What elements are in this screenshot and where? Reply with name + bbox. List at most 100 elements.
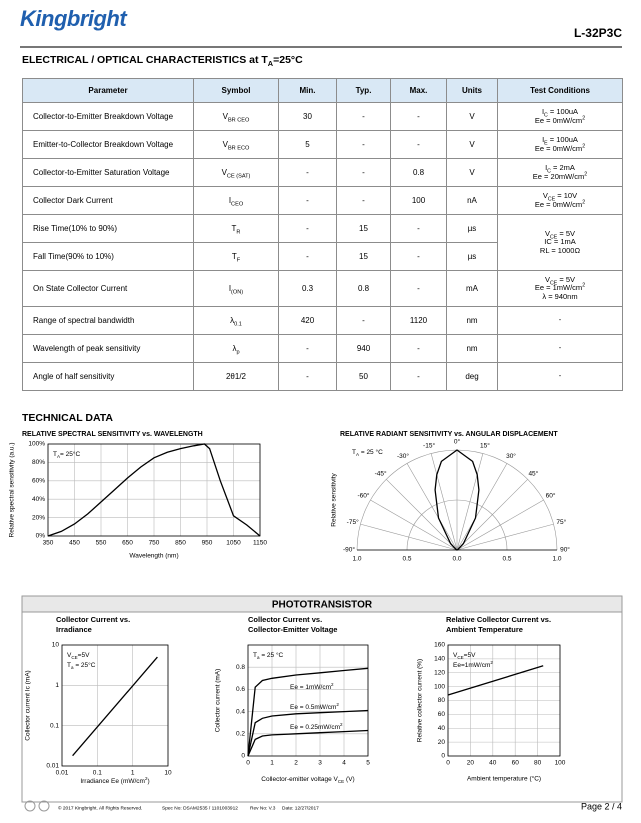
text-text: = 100uA — [547, 135, 578, 145]
text: Parameter — [88, 86, 128, 95]
text-sub: CEO — [231, 201, 244, 208]
text-text: = 25°C — [60, 450, 80, 458]
text-sup: 2 — [582, 199, 586, 205]
annotation: VCE=5V — [453, 652, 476, 660]
text: µs — [467, 224, 477, 233]
text-text: Ee = 20mW/cm — [532, 171, 585, 181]
radial-tick-label: 0.5 — [502, 556, 511, 563]
table-cell: IC = 2mA Ee = 20mW/cm2 — [497, 158, 623, 187]
text-text: Ee = 1mW/cm — [534, 283, 583, 293]
text: 0.8 — [412, 168, 425, 177]
radial-tick-label: 1.0 — [352, 556, 361, 563]
x-axis-label: Collector-emitter voltage VCE (V) — [261, 776, 354, 784]
angle-tick-label: 15° — [480, 441, 490, 449]
text: Rise Time(10% to 90%) — [33, 224, 118, 233]
y-tick-label: 0.8 — [236, 664, 245, 671]
x-tick-label: 650 — [122, 540, 133, 547]
text: Units — [462, 86, 482, 95]
grid-spoke — [456, 499, 544, 551]
text: 0.3 — [301, 284, 314, 293]
text: Min. — [299, 86, 316, 95]
text-text: I — [545, 163, 548, 173]
text: deg — [465, 372, 479, 381]
table-cell: - — [278, 158, 337, 187]
text-text: =5V — [78, 652, 90, 659]
angle-tick-label: 30° — [506, 452, 516, 460]
column-header: Max. — [390, 78, 447, 103]
x-axis-label: Irradiance Ee (mW/cm2) — [80, 776, 149, 785]
chart-title: Ambient Temperature — [446, 625, 523, 634]
radial-tick-label: 0.0 — [452, 556, 461, 563]
table-cell: - — [390, 270, 447, 307]
text: 940 — [356, 344, 371, 353]
text-text: V — [221, 168, 227, 177]
x-tick-label: 1050 — [226, 540, 241, 547]
x-tick-label: 1150 — [253, 540, 267, 547]
table-row: Collector-to-Emitter Saturation Voltage V… — [22, 158, 623, 187]
text: Emitter-to-Collector Breakdown Voltage — [33, 140, 174, 149]
text-sup: 2 — [582, 282, 586, 289]
text: - — [417, 284, 420, 293]
text-text: =25°C — [273, 54, 303, 66]
table-cell: µs — [446, 242, 498, 271]
text-sup: 2 — [490, 660, 493, 665]
text-sup: 2 — [584, 171, 588, 177]
table-cell: Angle of half sensitivity — [22, 362, 194, 391]
y-tick-label: 1 — [55, 682, 59, 689]
y-tick-label: 0.6 — [236, 686, 245, 693]
text: - — [417, 372, 420, 381]
table-cell: 15 — [336, 242, 391, 271]
text-text: λ — [232, 344, 237, 353]
text: mA — [466, 284, 478, 293]
table-cell: 50 — [336, 362, 391, 391]
table-cell: 940 — [336, 334, 391, 363]
table-cell: - — [390, 130, 447, 159]
x-tick-label: 950 — [202, 540, 213, 547]
radiation-lobe — [434, 449, 480, 551]
angle-tick-label: -90° — [343, 546, 355, 554]
section-title: PHOTOTRANSISTOR — [272, 600, 373, 611]
y-tick-label: 20 — [438, 739, 446, 746]
text-sub: CE (SAT) — [226, 173, 251, 180]
footer-spec: Spec No: DSAM2535 / 1101003912 — [162, 805, 238, 811]
y-axis-label: Relative collector current (%) — [417, 659, 424, 742]
text-text: Ee = 0mW/cm — [534, 199, 583, 209]
table-cell: - — [278, 362, 337, 391]
text-sub: CE — [547, 196, 556, 203]
plot-frame — [247, 644, 369, 757]
x-tick-label: 1 — [131, 770, 135, 777]
header-rule — [20, 46, 622, 48]
table-cell: - — [278, 214, 337, 243]
text-text: Collector-emitter voltage V — [261, 776, 338, 783]
text-line: VCE = 5V — [500, 275, 620, 287]
annotation: Ta = 25 °C — [253, 651, 284, 660]
text: - — [306, 224, 309, 233]
text-text: = 5V — [557, 275, 576, 285]
text-text: I — [228, 284, 232, 293]
grid-spoke — [456, 523, 554, 551]
plot-frame — [47, 443, 261, 537]
grid-spoke — [406, 463, 458, 551]
section-title: ELECTRICAL / OPTICAL CHARACTERISTICS at … — [22, 54, 303, 67]
angle-tick-label: -75° — [347, 518, 359, 526]
table-cell: VBR CEO — [193, 102, 279, 131]
text-text: Ee = 0mW/cm — [534, 115, 583, 125]
y-tick-label: 80 — [438, 697, 446, 704]
section-title: TECHNICAL DATA — [22, 412, 113, 424]
table-cell: V — [446, 158, 498, 187]
text-text: V — [222, 140, 228, 149]
chart-title: RELATIVE RADIANT SENSITIVITY vs. ANGULAR… — [340, 431, 558, 438]
text: - — [417, 112, 420, 121]
table-cell: - — [497, 306, 623, 335]
y-axis-label: Relative spectral sensitivity (a.u.) — [9, 442, 16, 537]
text-line: Ee = 20mW/cm2 — [500, 171, 620, 181]
logo-icon — [24, 800, 36, 812]
text-sub: BR ECO — [227, 145, 250, 152]
text-text: =5V — [464, 652, 476, 659]
text-line: RL = 1000Ω — [500, 246, 620, 255]
table-row: Angle of half sensitivity 2θ1/2 - 50 - deg - — [22, 362, 623, 391]
y-axis-label: Relative sensitivity — [331, 473, 338, 527]
grid-spoke — [370, 499, 458, 551]
table-cell: I(ON) — [193, 270, 279, 307]
